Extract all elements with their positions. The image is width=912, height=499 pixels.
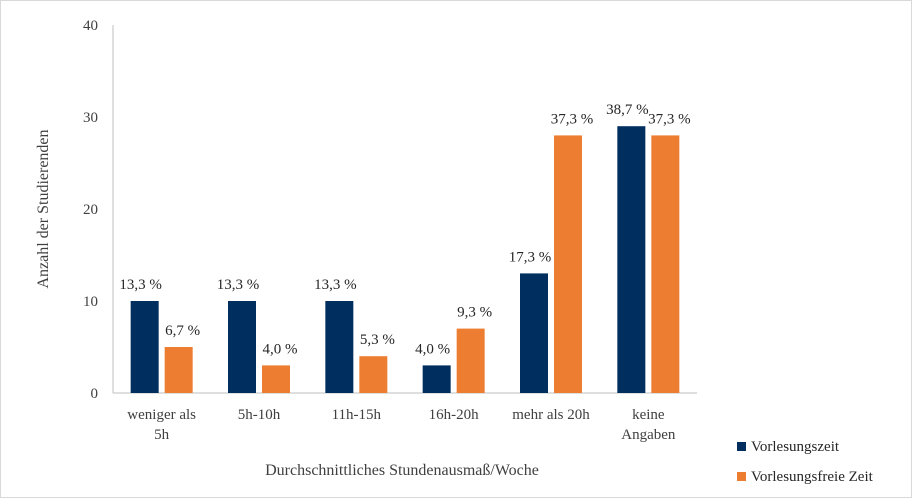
bar [651,135,680,393]
bar [228,301,256,393]
data-labels: 13,3 % 13,3 % 13,3 % 4,0 % 17,3 % 38,7 % 6,7 %… [119,102,690,357]
data-label: 17,3 % [509,249,552,265]
x-tick-label: 16h-20h [429,407,479,423]
data-label: 13,3 % [217,277,260,293]
legend-label: Vorlesungszeit [751,439,840,455]
x-tick-label: weniger als [127,407,196,423]
x-tick-label: Angaben [621,427,676,443]
legend-swatch [737,472,746,481]
data-label: 37,3 % [648,111,691,127]
data-label: 13,3 % [314,277,357,293]
y-tick-label: 30 [83,110,98,126]
axes: 0 10 20 30 40 weniger als 5h 5h-10h 11h-15h 16h-2… [83,18,697,443]
x-axis-title: Durchschnittliches Stundenausmaß/Woche [265,462,539,479]
legend-swatch [737,442,746,451]
x-tick-label: 11h-15h [332,407,382,423]
data-label: 9,3 % [457,305,492,321]
bar [325,301,354,393]
y-tick-label: 20 [83,202,98,218]
data-label: 4,0 % [415,341,450,357]
x-tick-label: keine [632,407,665,423]
bar [456,328,485,393]
bars [130,126,680,393]
x-tick-label: 5h [154,427,170,443]
data-label: 6,7 % [165,323,200,339]
data-label: 13,3 % [119,277,162,293]
bar [262,365,290,393]
bar [617,126,646,393]
y-tick-label: 40 [83,18,98,34]
bar [520,273,548,393]
y-tick-label: 10 [83,294,98,310]
legend-label: Vorlesungsfreie Zeit [751,469,874,485]
x-tick-label: 5h-10h [238,407,281,423]
data-label: 38,7 % [606,102,649,118]
legend: Vorlesungszeit Vorlesungsfreie Zeit [737,439,874,485]
bar [164,347,193,393]
data-label: 4,0 % [263,341,298,357]
bar [359,356,388,393]
bar [554,135,582,393]
data-label: 5,3 % [360,332,395,348]
y-tick-label: 0 [91,386,99,402]
data-label: 37,3 % [551,111,594,127]
bar [422,365,451,393]
x-tick-label: mehr als 20h [512,407,590,423]
y-axis-title: Anzahl der Studierenden [35,129,52,288]
bar [130,301,159,393]
